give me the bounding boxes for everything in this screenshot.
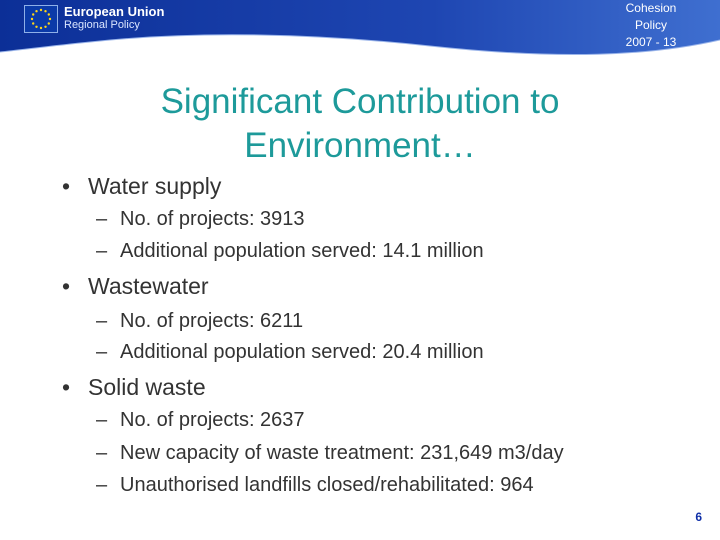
badge-line: 2007 - 13 (625, 35, 677, 49)
bullet-solid-waste: • Solid waste (62, 373, 206, 401)
sub-bullet: – No. of projects: 3913 (96, 207, 305, 231)
sub-bullet: – No. of projects: 6211 (96, 309, 303, 333)
sub-bullet-text: No. of projects: 2637 (120, 409, 305, 431)
sub-bullet: – Additional population served: 20.4 mill… (96, 340, 484, 364)
sub-bullet-text: Additional population served: 20.4 milli… (120, 341, 484, 363)
title-line: Significant Contribution to (160, 82, 560, 121)
org-subtitle: Regional Policy (64, 19, 140, 31)
dash-icon: – (96, 474, 108, 496)
sub-bullet: – Unauthorised landfills closed/rehabilit… (96, 473, 534, 497)
bullet-wastewater: • Wastewater (62, 272, 209, 300)
dash-icon: – (96, 409, 108, 431)
bullet-dot-icon: • (62, 173, 71, 199)
bullet-label: Wastewater (88, 273, 209, 299)
dash-icon: – (96, 240, 108, 262)
title-line: Environment… (244, 126, 476, 165)
slide-title: Significant Contribution to Environment… (100, 80, 620, 168)
eu-flag-icon (24, 5, 58, 33)
sub-bullet-text: Additional population served: 14.1 milli… (120, 240, 484, 262)
dash-icon: – (96, 442, 108, 464)
dash-icon: – (96, 310, 108, 332)
bullet-dot-icon: • (62, 273, 71, 299)
cohesion-policy-badge: Cohesion Policy 2007 - 13 (616, 0, 686, 51)
bullet-dot-icon: • (62, 374, 71, 400)
sub-bullet: – New capacity of waste treatment: 231,64… (96, 441, 564, 465)
dash-icon: – (96, 208, 108, 230)
sub-bullet-text: New capacity of waste treatment: 231,649… (120, 442, 564, 464)
org-name: European Union (64, 4, 165, 19)
bullet-label: Water supply (88, 173, 222, 199)
badge-line: Cohesion (625, 1, 677, 15)
header-band: European Union Regional Policy Cohesion … (0, 0, 720, 64)
dash-icon: – (96, 341, 108, 363)
sub-bullet-text: No. of projects: 3913 (120, 208, 305, 230)
bullet-water-supply: • Water supply (62, 172, 221, 200)
sub-bullet-text: Unauthorised landfills closed/rehabilita… (120, 474, 534, 496)
page-number: 6 (695, 510, 702, 524)
badge-line: Policy (634, 18, 667, 32)
sub-bullet: – Additional population served: 14.1 mill… (96, 239, 484, 263)
header-wave (0, 0, 720, 56)
bullet-label: Solid waste (88, 374, 206, 400)
sub-bullet: – No. of projects: 2637 (96, 408, 305, 432)
sub-bullet-text: No. of projects: 6211 (120, 310, 304, 332)
